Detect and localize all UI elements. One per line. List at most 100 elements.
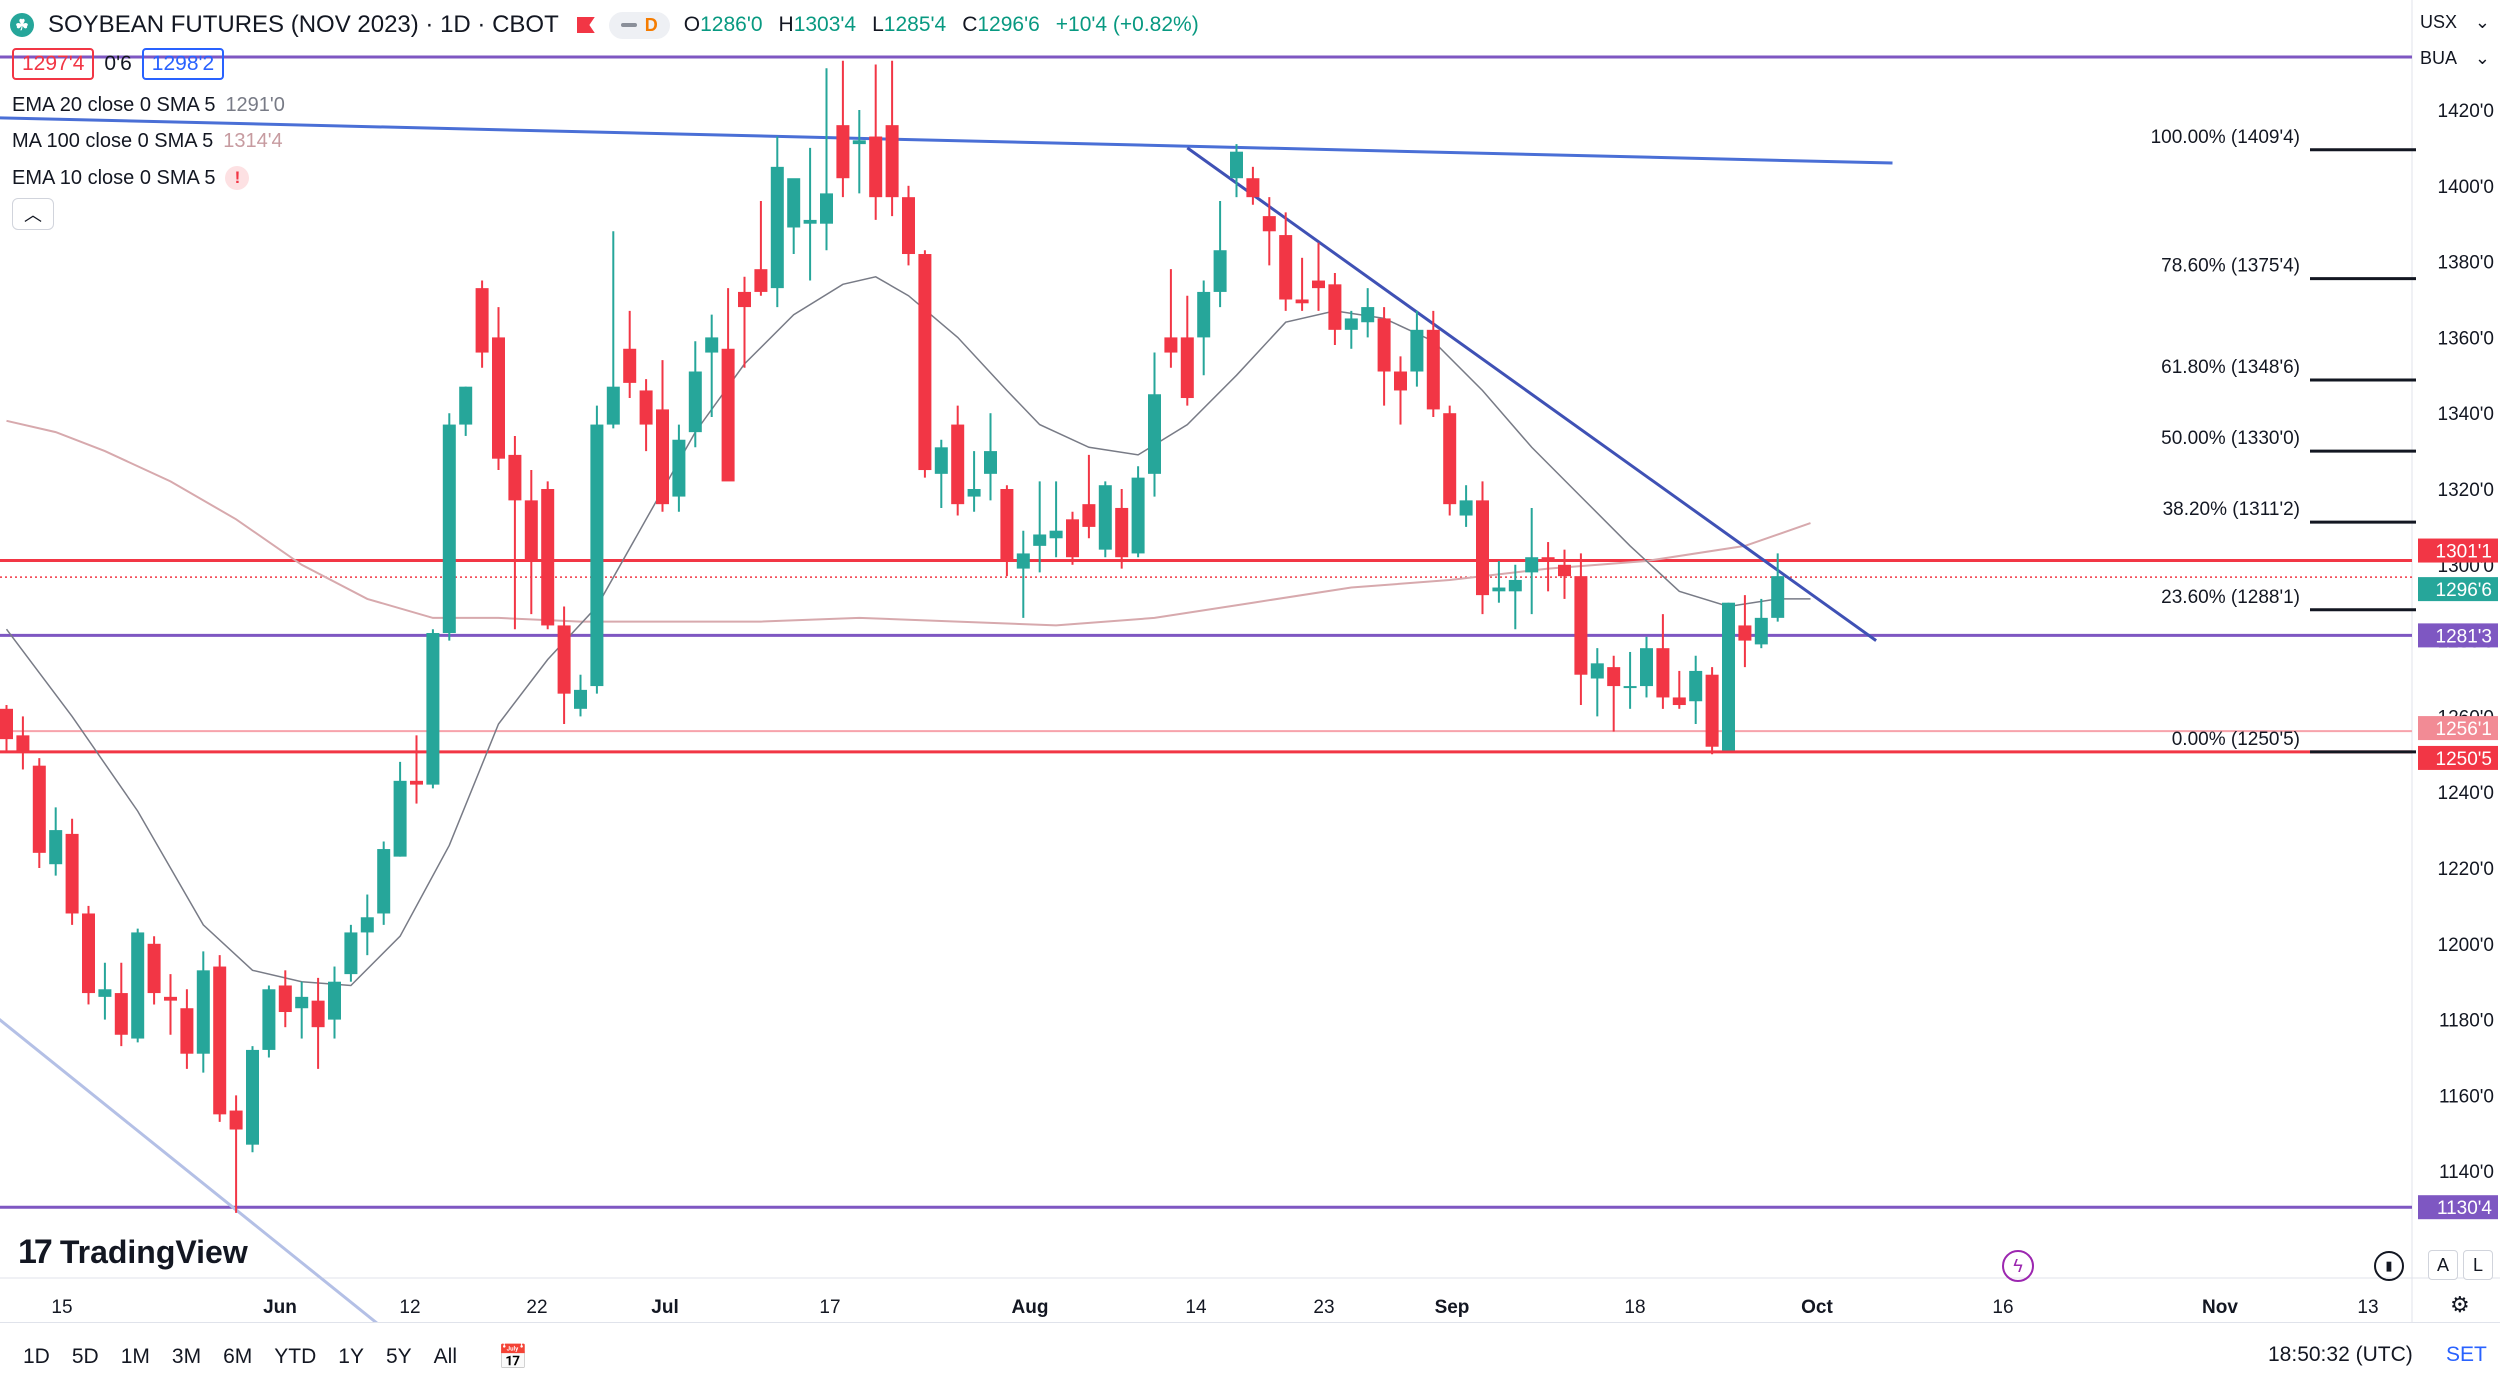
candle-body [1016, 553, 1030, 569]
indicator-ma100[interactable]: MA 100 close 0 SMA 5 1314'4 [12, 130, 283, 152]
candle [934, 439, 948, 508]
candle [1262, 197, 1276, 266]
candle [295, 981, 309, 1039]
unit-selector[interactable]: BUA ⌄ [2420, 48, 2490, 68]
candle [869, 64, 883, 220]
candle-body [49, 830, 63, 865]
calendar-icon[interactable]: 📅 [498, 1343, 528, 1371]
session-set-button[interactable]: SET [2446, 1343, 2487, 1366]
candle-body [164, 996, 177, 1001]
candle [820, 68, 833, 251]
price-tick-label: 1180'0 [2439, 1011, 2494, 1032]
candle-body [1295, 299, 1309, 304]
buy-button[interactable]: 1298'2 [141, 48, 225, 80]
collapse-indicators-button[interactable]: ︿ [12, 198, 54, 230]
candle-body [262, 989, 276, 1050]
price-axis-badge [2418, 623, 2498, 648]
warning-icon[interactable]: ! [225, 166, 250, 190]
time-tick-label: Jun [263, 1297, 297, 1318]
candle-body [1640, 648, 1653, 687]
candle [311, 977, 325, 1069]
gear-icon[interactable]: ⚙ [2450, 1292, 2470, 1317]
chevron-up-icon: ︿ [24, 205, 42, 225]
candle-body [0, 708, 13, 740]
spread-value: 0'6 [104, 52, 132, 75]
candle-body [311, 1000, 325, 1028]
candle-body [1459, 500, 1473, 516]
candle-body [114, 993, 128, 1035]
range-3m[interactable]: 3M [171, 1345, 202, 1368]
candle [1016, 530, 1030, 618]
price-chart[interactable]: 100.00% (1409'4) 78.60% (1375'4) 61.80% (1… [0, 0, 2500, 1322]
candle-body [754, 269, 768, 292]
candle-body [902, 197, 915, 255]
candle-body [1525, 557, 1539, 573]
candle [1394, 356, 1407, 425]
candle-body [869, 136, 883, 198]
range-1m[interactable]: 1M [120, 1345, 150, 1368]
candle-body [656, 409, 669, 505]
range-6m[interactable]: 6M [223, 1345, 253, 1368]
range-1d[interactable]: 1D [23, 1345, 50, 1368]
range-5y[interactable]: 5Y [385, 1345, 412, 1368]
candle [541, 481, 555, 630]
candle-body [1230, 151, 1243, 179]
candle [1574, 553, 1588, 706]
log-scale-button[interactable]: L [2463, 1250, 2493, 1280]
delay-badge[interactable]: D [608, 11, 670, 39]
candle-body [131, 932, 145, 1039]
candle [1689, 655, 1703, 724]
auto-scale-button[interactable]: A [2428, 1250, 2458, 1280]
price-axis-badge-label: 1256'1 [2436, 719, 2492, 740]
candle-body [1279, 235, 1293, 300]
bottom-toolbar: 1D 5D 1M 3M 6M YTD 1Y 5Y All 📅 18:50:32 … [0, 1322, 2500, 1391]
candles [0, 60, 1785, 1213]
candle-body [1098, 485, 1112, 550]
chart-header: ☘ SOYBEAN FUTURES (NOV 2023) · 1D · CBOT… [10, 8, 1199, 42]
range-all[interactable]: All [433, 1345, 457, 1368]
range-1y[interactable]: 1Y [338, 1345, 364, 1368]
candle-body [1574, 576, 1588, 675]
clock-time[interactable]: 18:50:32 (UTC) [2268, 1343, 2413, 1366]
candle-body [295, 996, 309, 1009]
candle-body [623, 348, 637, 383]
chart-grid [0, 0, 2500, 1322]
candle-body [885, 125, 899, 198]
tradingview-logo-icon: 17 [18, 1233, 53, 1271]
range-5d[interactable]: 5D [71, 1345, 99, 1368]
tradingview-logo[interactable]: 17 TradingView [18, 1233, 248, 1271]
range-ytd[interactable]: YTD [274, 1345, 317, 1368]
candle [1754, 598, 1768, 649]
symbol-title[interactable]: SOYBEAN FUTURES (NOV 2023) · 1D · CBOT [48, 11, 559, 38]
time-tick-label: Jul [651, 1297, 678, 1318]
time-tick-label: 23 [1313, 1297, 1334, 1318]
candle [246, 1046, 259, 1153]
candle [1213, 200, 1227, 308]
indicator-ema10[interactable]: EMA 10 close 0 SMA 5 ! [12, 166, 250, 190]
candle-body [475, 288, 489, 353]
indicator-ema20[interactable]: EMA 20 close 0 SMA 5 1291'0 [12, 94, 285, 116]
fib-level-label: 38.20% (1311'2) [2163, 499, 2300, 520]
chevron-down-icon: ⌄ [2474, 48, 2490, 68]
candle-body [1426, 329, 1440, 410]
candle-body [278, 985, 292, 1013]
candle-body [360, 917, 374, 933]
candle-body [1033, 534, 1047, 546]
candle [82, 905, 95, 1005]
sell-button[interactable]: 1297'4 [12, 48, 95, 80]
candle [213, 955, 227, 1122]
candle-body [328, 981, 341, 1020]
currency-selector[interactable]: USX ⌄ [2420, 12, 2490, 32]
candle-body [1394, 371, 1407, 391]
fib-level-label: 78.60% (1375'4) [2161, 256, 2300, 277]
lock-icon[interactable]: ▮ [2374, 1251, 2404, 1281]
trade-prices: 1297'4 0'6 1298'2 [12, 48, 225, 80]
candle-body [65, 833, 79, 914]
candle-body [1607, 667, 1621, 687]
candle-body [1623, 686, 1637, 689]
candle-body [213, 966, 227, 1115]
candle-body [1148, 394, 1161, 474]
candle-body [442, 424, 456, 634]
candle [1279, 212, 1293, 311]
lightning-icon[interactable]: ϟ [2002, 1250, 2034, 1282]
